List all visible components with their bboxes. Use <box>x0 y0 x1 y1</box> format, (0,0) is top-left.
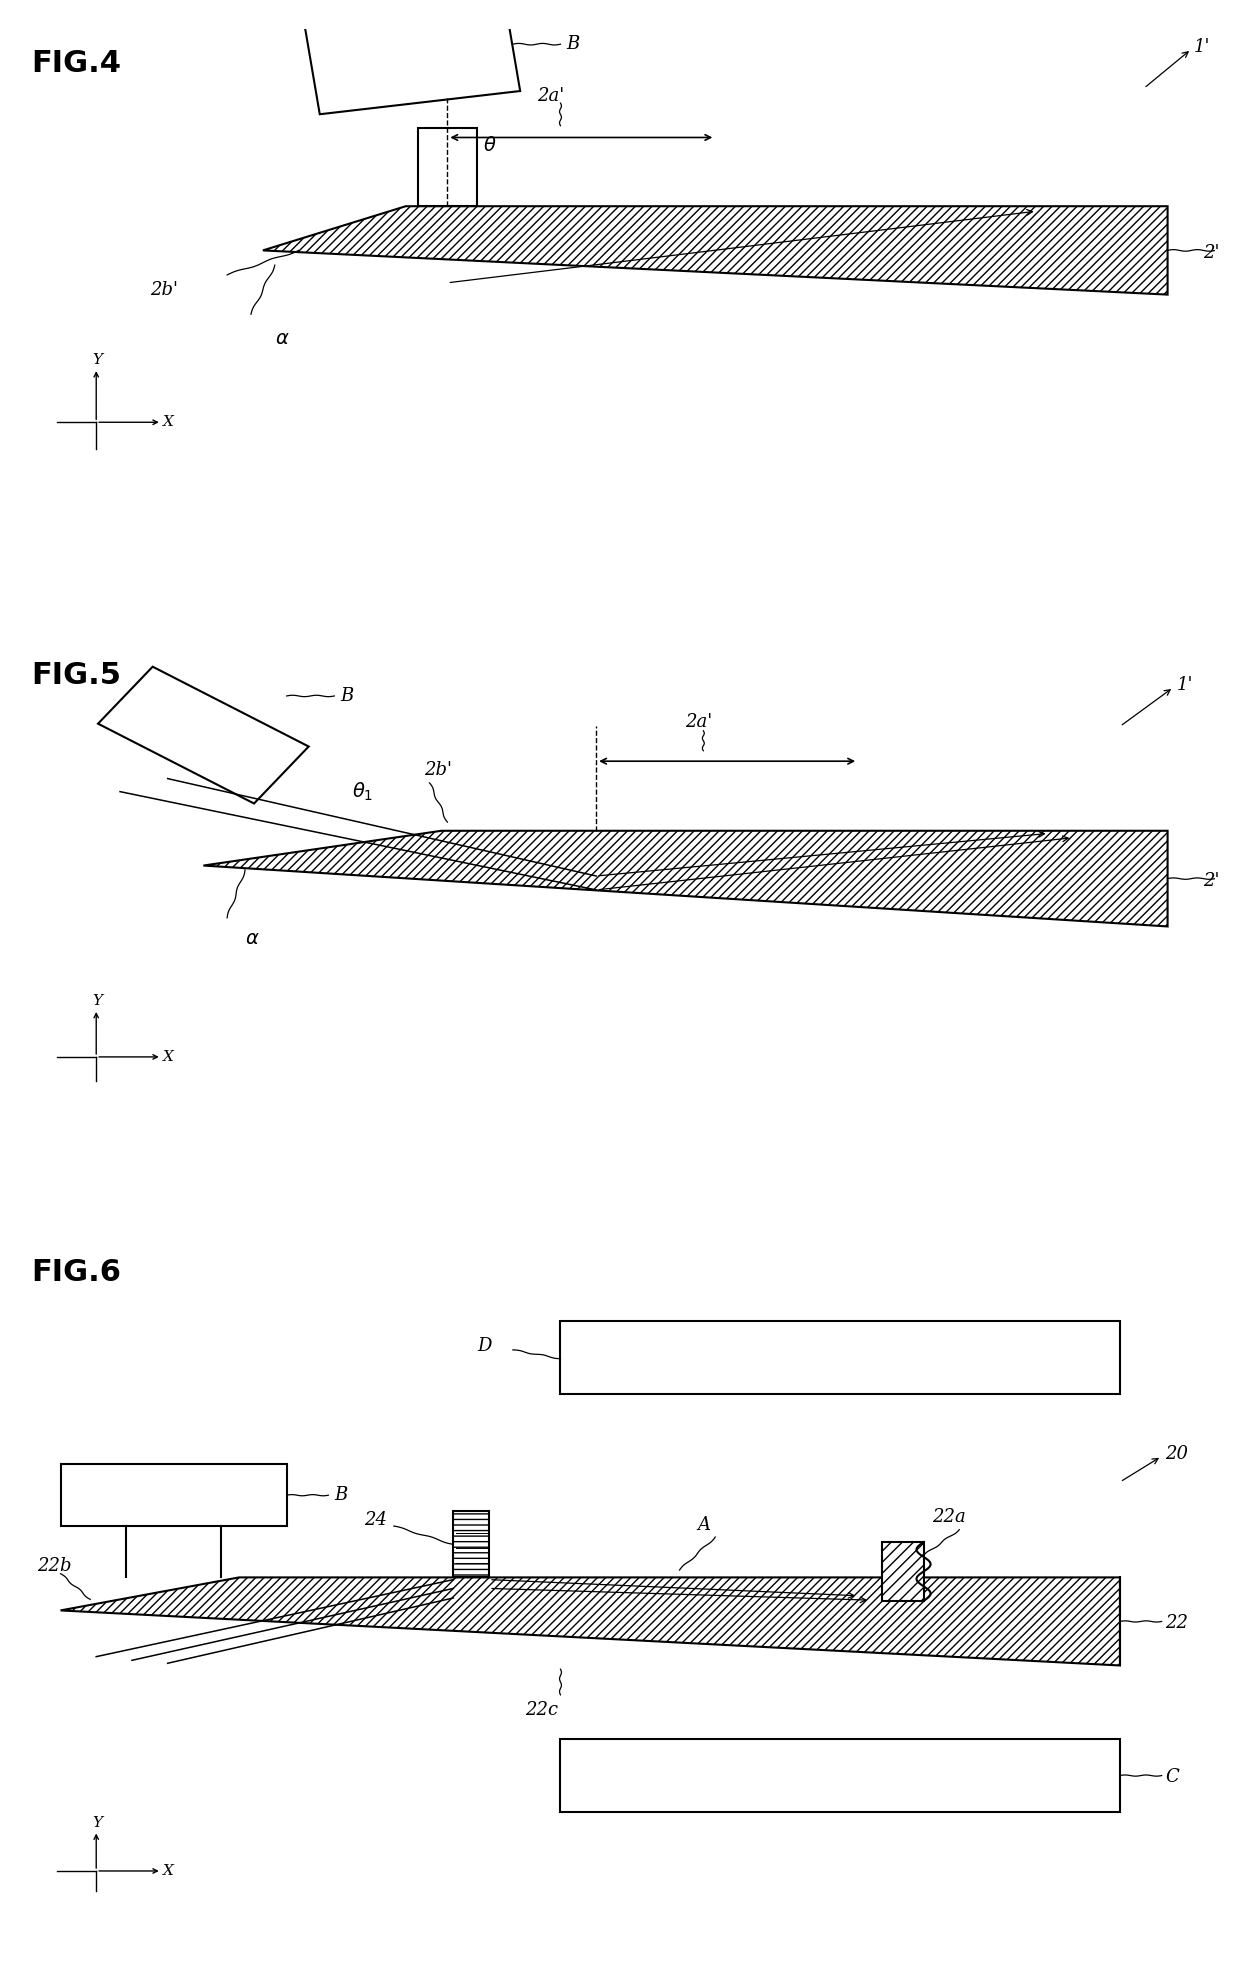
Polygon shape <box>304 0 520 114</box>
Text: X: X <box>164 1864 175 1878</box>
Text: FIG.5: FIG.5 <box>31 662 120 689</box>
Text: FIG.4: FIG.4 <box>31 49 120 79</box>
Polygon shape <box>454 1512 489 1577</box>
Polygon shape <box>418 128 477 206</box>
Polygon shape <box>61 1577 1120 1665</box>
Text: D: D <box>477 1337 491 1355</box>
Text: 20: 20 <box>1166 1446 1188 1463</box>
Text: B: B <box>335 1487 347 1504</box>
Text: 22: 22 <box>1166 1614 1188 1632</box>
Text: C: C <box>1166 1768 1179 1785</box>
Text: $\theta$: $\theta$ <box>484 136 497 155</box>
Text: $\alpha$: $\alpha$ <box>246 931 259 949</box>
Text: 2b': 2b' <box>150 281 177 299</box>
Text: X: X <box>164 414 175 430</box>
Text: Y: Y <box>92 994 102 1008</box>
Text: B: B <box>567 35 579 53</box>
Polygon shape <box>61 1463 286 1526</box>
Polygon shape <box>98 666 309 803</box>
Text: 2a': 2a' <box>686 713 713 731</box>
Polygon shape <box>263 206 1168 295</box>
Text: Y: Y <box>92 1815 102 1830</box>
Text: Y: Y <box>92 354 102 367</box>
Text: 2a': 2a' <box>537 86 564 106</box>
Text: 22a: 22a <box>932 1508 966 1526</box>
Text: X: X <box>164 1051 175 1064</box>
Polygon shape <box>560 1738 1120 1813</box>
Text: 2b': 2b' <box>424 760 451 780</box>
Text: $\alpha$: $\alpha$ <box>275 330 289 348</box>
Text: 1': 1' <box>1177 676 1194 693</box>
Text: 2': 2' <box>1203 244 1220 263</box>
Polygon shape <box>560 1320 1120 1394</box>
Text: 1': 1' <box>1194 37 1210 57</box>
Polygon shape <box>203 831 1168 927</box>
Text: 24: 24 <box>365 1510 387 1530</box>
Text: FIG.6: FIG.6 <box>31 1259 120 1286</box>
Text: 22b: 22b <box>37 1557 71 1575</box>
Text: A: A <box>697 1516 711 1534</box>
Text: $\theta_1$: $\theta_1$ <box>352 780 373 803</box>
Polygon shape <box>882 1542 924 1601</box>
Text: B: B <box>340 687 353 705</box>
Text: 2': 2' <box>1203 872 1220 890</box>
Text: 22c: 22c <box>525 1701 558 1718</box>
